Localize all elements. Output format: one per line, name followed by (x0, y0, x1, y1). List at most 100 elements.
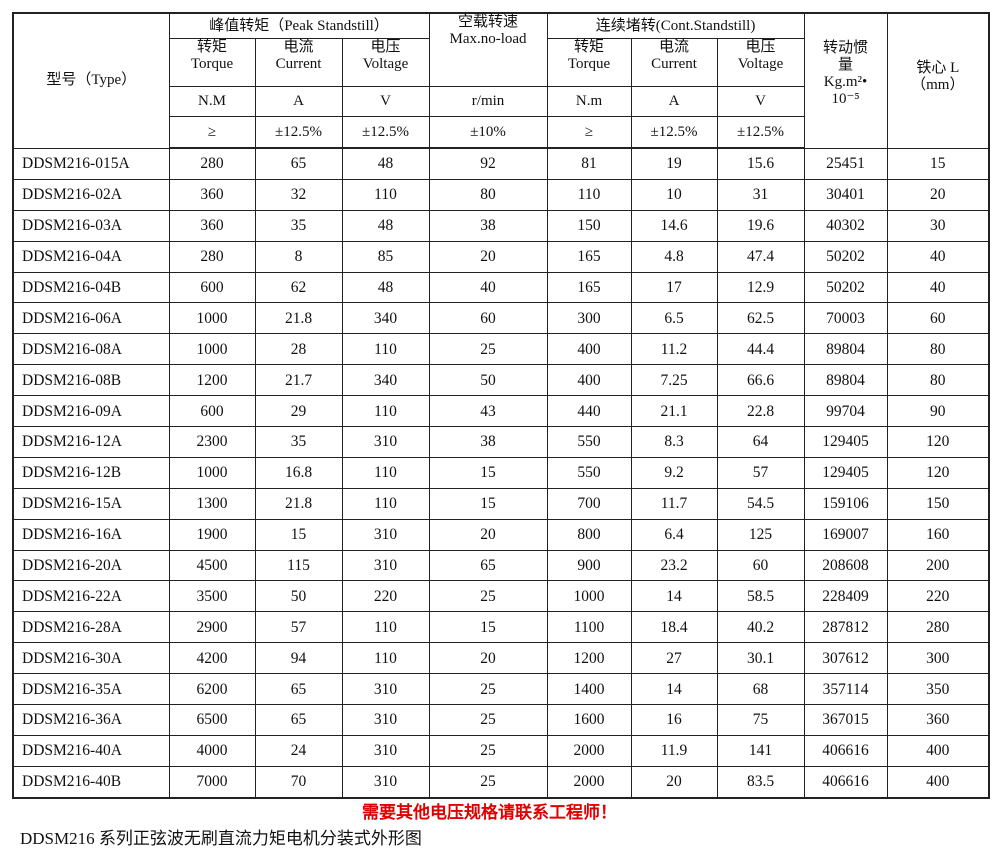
inertia-unit: Kg.m²• (823, 74, 868, 90)
value-cell: 4200 (168, 642, 256, 675)
value-cell: 6.5 (630, 302, 718, 335)
table-row: DDSM216-16A 1900 15 310 20 800 6.4 125 169007 160 (12, 518, 990, 551)
value-cell: 40 (428, 271, 548, 304)
value-cell: 1900 (168, 518, 256, 551)
unit: A (630, 86, 718, 117)
model-cell: DDSM216-16A (12, 518, 170, 551)
value-cell: 300 (886, 642, 990, 675)
value-cell: 220 (886, 580, 990, 613)
value-cell: 50202 (803, 240, 888, 273)
value-cell: 47.4 (716, 240, 805, 273)
value-cell: 75 (716, 704, 805, 736)
value-cell: 400 (546, 364, 632, 397)
value-cell: 300 (546, 302, 632, 335)
value-cell: 48 (341, 147, 430, 180)
model-cell: DDSM216-08A (12, 333, 170, 366)
value-cell: 150 (546, 209, 632, 242)
value-cell: 310 (341, 673, 430, 706)
model-cell: DDSM216-12A (12, 426, 170, 458)
value-cell: 22.8 (716, 395, 805, 428)
value-cell: 28 (254, 333, 343, 366)
value-cell: 43 (428, 395, 548, 428)
table-row: DDSM216-04B 600 62 48 40 165 17 12.9 50202 40 (12, 271, 990, 304)
value-cell: 19 (630, 147, 718, 180)
value-cell: 20 (428, 642, 548, 675)
value-cell: 310 (341, 734, 430, 767)
value-cell: 68 (716, 673, 805, 706)
value-cell: 110 (341, 395, 430, 428)
value-cell: 2900 (168, 611, 256, 644)
value-cell: 7000 (168, 765, 256, 799)
figure-caption: DDSM216 系列正弦波无刷直流力矩电机分装式外形图 (20, 829, 422, 848)
table-row: DDSM216-40B 7000 70 310 25 2000 20 83.5 406616 40… (12, 765, 990, 799)
table-row: DDSM216-015A 280 65 48 92 81 19 15.6 25451 15 (12, 147, 990, 180)
header-type: 型号（Type） (12, 12, 170, 149)
value-cell: 340 (341, 364, 430, 397)
value-cell: 159106 (803, 487, 888, 520)
spec-table: 型号（Type） 峰值转矩（Peak Standstill） 空载转速 Max.n… (12, 12, 991, 799)
value-cell: 4.8 (630, 240, 718, 273)
value-cell: 360 (168, 209, 256, 242)
header-core: 铁心 L （mm） (886, 12, 990, 149)
value-cell: 64 (716, 426, 805, 458)
value-cell: 10 (630, 178, 718, 211)
tolerance: ±12.5% (630, 116, 718, 149)
value-cell: 307612 (803, 642, 888, 675)
value-cell: 550 (546, 456, 632, 489)
model-cell: DDSM216-20A (12, 549, 170, 582)
value-cell: 9.2 (630, 456, 718, 489)
unit: N.m (546, 86, 632, 117)
value-cell: 89804 (803, 333, 888, 366)
value-cell: 65 (254, 704, 343, 736)
tolerance: ±10% (428, 116, 548, 149)
value-cell: 4500 (168, 549, 256, 582)
tolerance: ≥ (168, 116, 256, 149)
value-cell: 25 (428, 580, 548, 613)
value-cell: 60 (716, 549, 805, 582)
value-cell: 310 (341, 518, 430, 551)
value-cell: 165 (546, 240, 632, 273)
value-cell: 90 (886, 395, 990, 428)
unit: V (716, 86, 805, 117)
value-cell: 6200 (168, 673, 256, 706)
value-cell: 1000 (168, 302, 256, 335)
value-cell: 30 (886, 209, 990, 242)
value-cell: 1000 (168, 333, 256, 366)
value-cell: 110 (341, 456, 430, 489)
value-cell: 85 (341, 240, 430, 273)
value-cell: 12.9 (716, 271, 805, 304)
value-cell: 80 (428, 178, 548, 211)
value-cell: 92 (428, 147, 548, 180)
value-cell: 25 (428, 734, 548, 767)
table-row: DDSM216-35A 6200 65 310 25 1400 14 68 357114 350 (12, 673, 990, 706)
model-cell: DDSM216-40A (12, 734, 170, 767)
value-cell: 48 (341, 209, 430, 242)
value-cell: 17 (630, 271, 718, 304)
cont-current-header: 电流 Current (630, 38, 718, 87)
inertia-label: 转动惯量 (823, 40, 869, 73)
value-cell: 120 (886, 426, 990, 458)
value-cell: 15 (428, 456, 548, 489)
value-cell: 115 (254, 549, 343, 582)
value-cell: 62 (254, 271, 343, 304)
table-row: DDSM216-12B 1000 16.8 110 15 550 9.2 57 129405 12… (12, 456, 990, 489)
value-cell: 29 (254, 395, 343, 428)
value-cell: 1100 (546, 611, 632, 644)
model-cell: DDSM216-15A (12, 487, 170, 520)
value-cell: 70 (254, 765, 343, 799)
value-cell: 65 (254, 673, 343, 706)
noload-cn: 空载转速 (458, 14, 519, 30)
value-cell: 14 (630, 580, 718, 613)
value-cell: 7.25 (630, 364, 718, 397)
model-cell: DDSM216-28A (12, 611, 170, 644)
value-cell: 20 (428, 240, 548, 273)
value-cell: 16.8 (254, 456, 343, 489)
peak-current-header: 电流 Current (254, 38, 343, 87)
value-cell: 23.2 (630, 549, 718, 582)
value-cell: 18.4 (630, 611, 718, 644)
model-cell: DDSM216-04B (12, 271, 170, 304)
core-unit: （mm） (911, 77, 965, 93)
model-cell: DDSM216-22A (12, 580, 170, 613)
value-cell: 94 (254, 642, 343, 675)
value-cell: 40 (886, 271, 990, 304)
